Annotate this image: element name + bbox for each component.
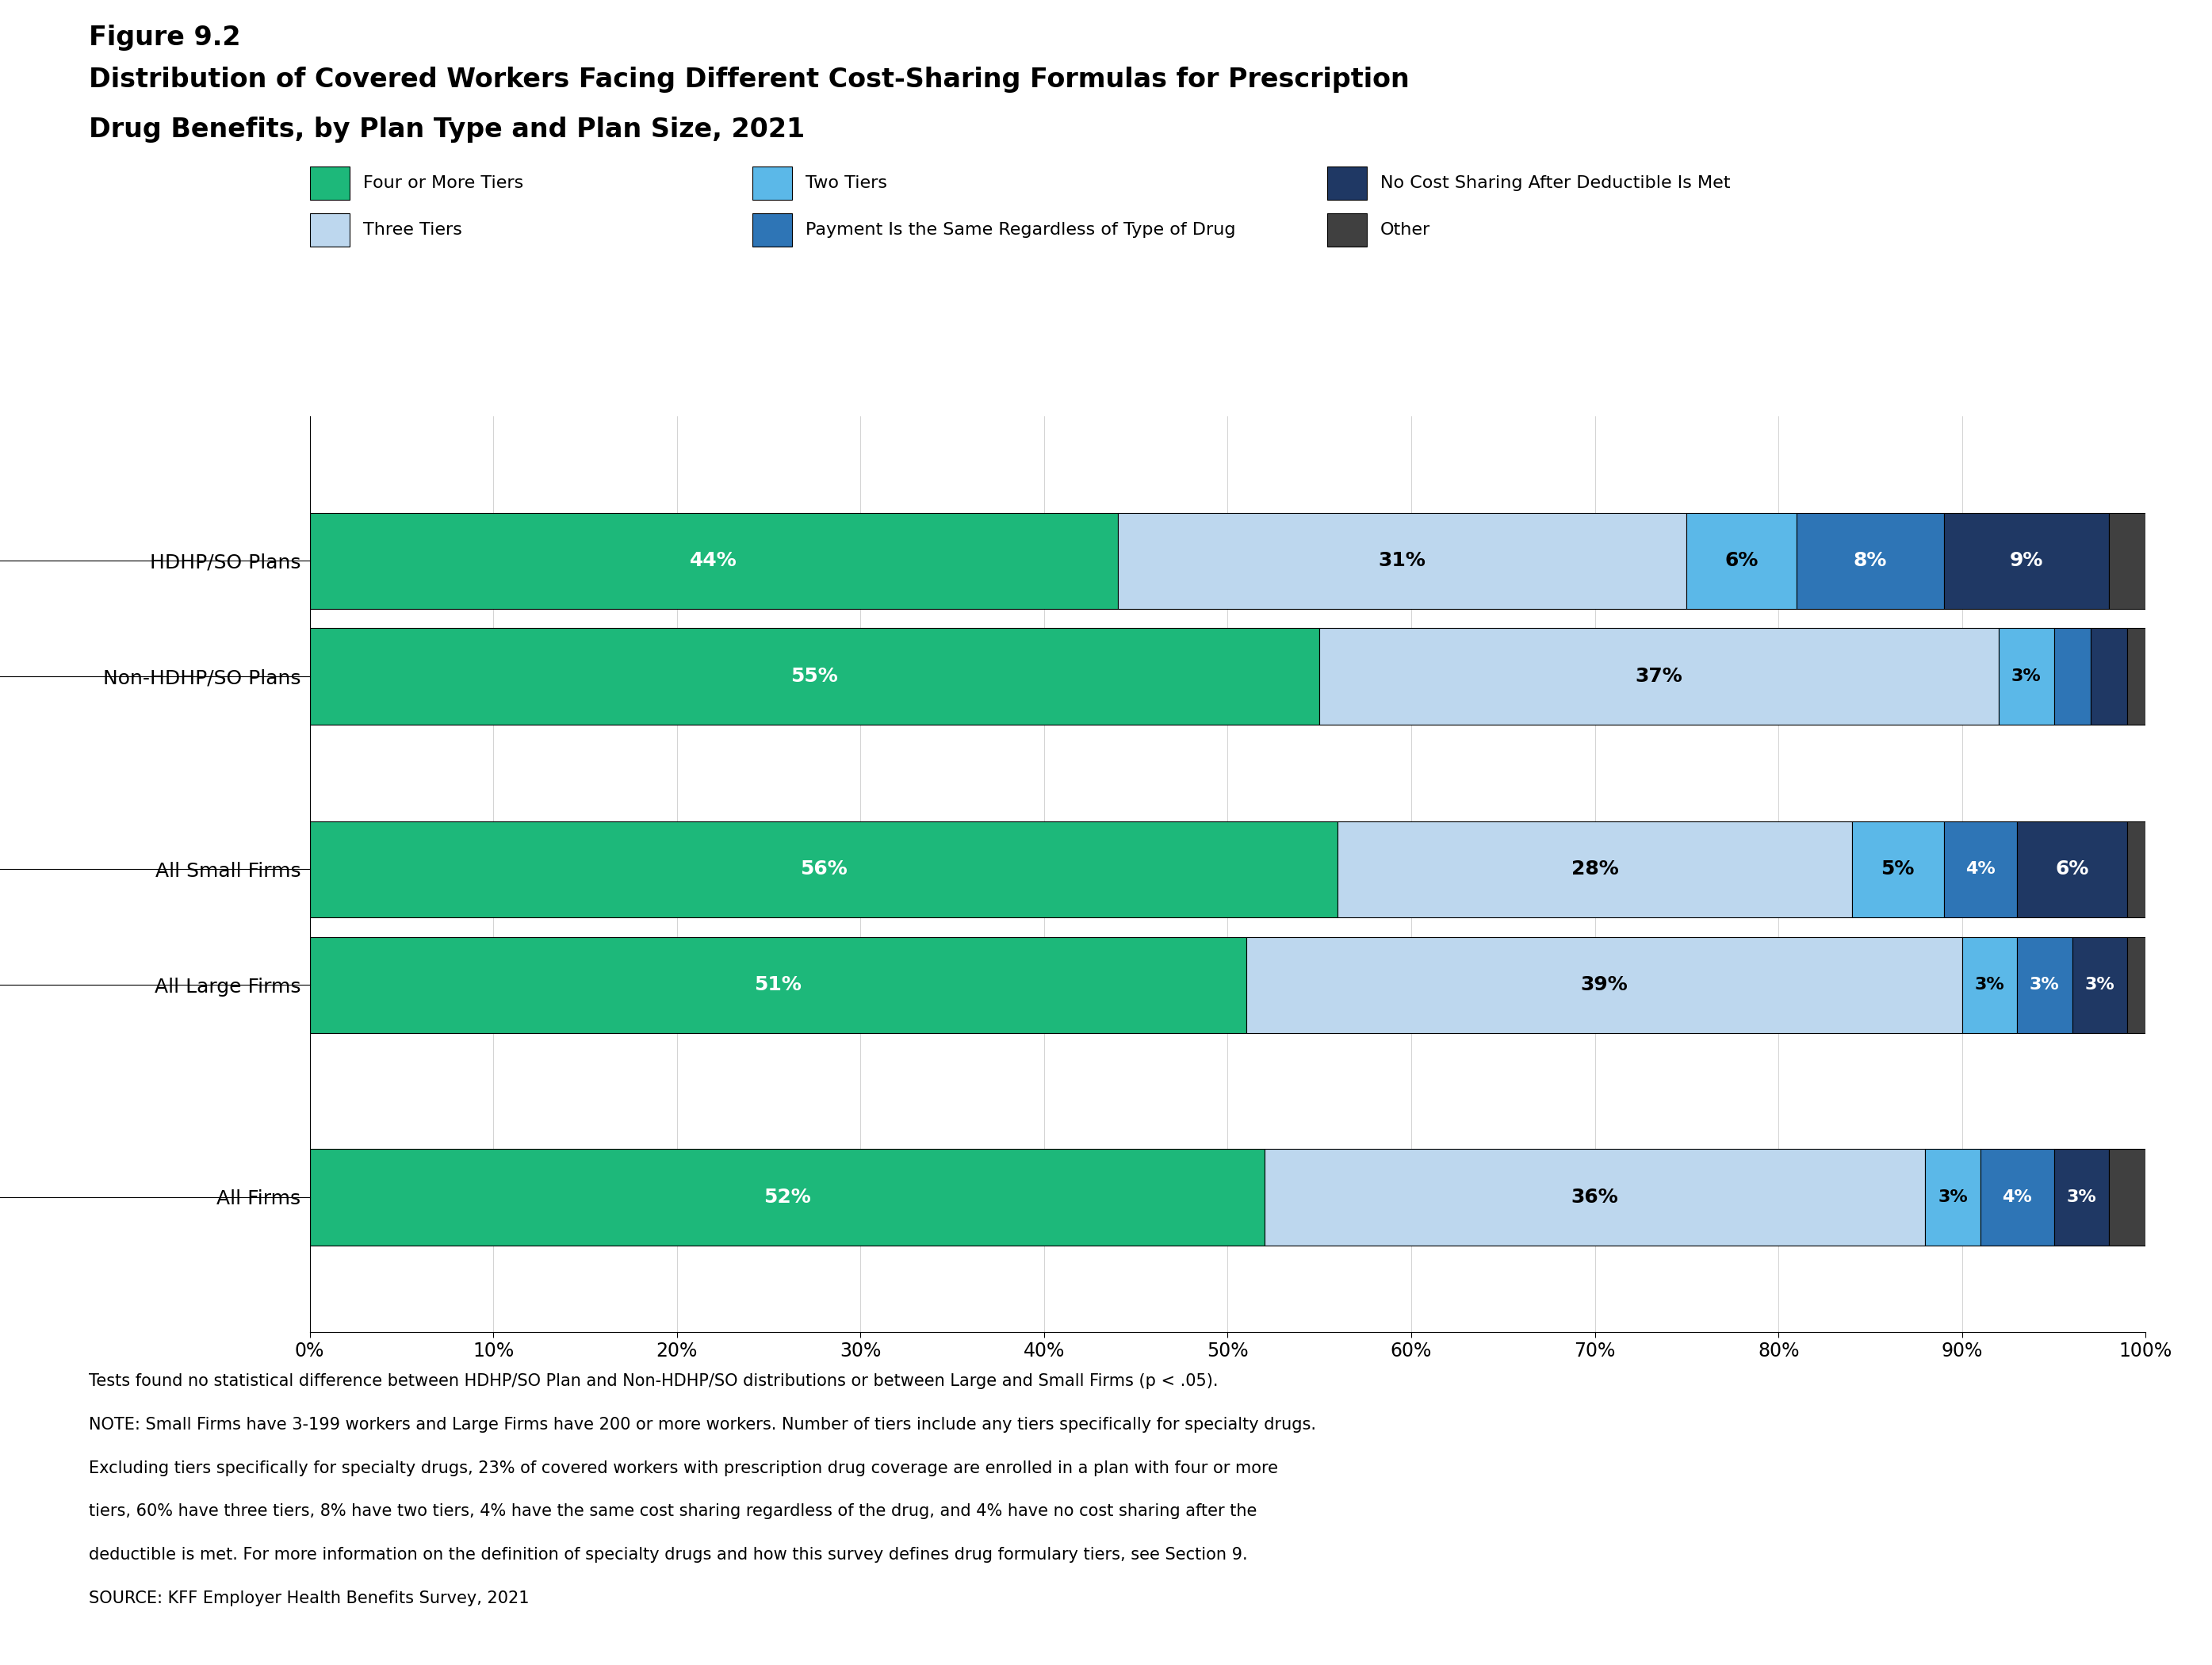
Text: 6%: 6% [1725,551,1759,571]
Bar [2090,628,2128,724]
Text: 36%: 36% [1571,1187,1619,1207]
Bar [310,937,1245,1034]
Text: Two Tiers: Two Tiers [805,175,887,191]
Bar [2017,937,2073,1034]
Bar [2108,513,2146,609]
Bar [2053,628,2090,724]
Text: 8%: 8% [1854,551,1887,571]
Bar [2108,1149,2146,1245]
Text: Figure 9.2: Figure 9.2 [88,25,241,52]
Bar [2000,628,2053,724]
Bar [1686,513,1796,609]
Text: 4%: 4% [2002,1189,2033,1205]
Bar [1944,513,2108,609]
Bar [1265,1149,1924,1245]
Text: 56%: 56% [801,859,847,879]
Text: Other: Other [1380,221,1431,238]
Text: 52%: 52% [763,1187,812,1207]
Bar [1245,937,1962,1034]
Text: 9%: 9% [2008,551,2044,571]
Text: 5%: 5% [1880,859,1916,879]
Text: Excluding tiers specifically for specialty drugs, 23% of covered workers with pr: Excluding tiers specifically for special… [88,1460,1279,1477]
Text: 4%: 4% [1966,861,1995,877]
Bar [1924,1149,1980,1245]
Bar [1944,821,2017,917]
Bar [310,821,1338,917]
Text: NOTE: Small Firms have 3-199 workers and Large Firms have 200 or more workers. N: NOTE: Small Firms have 3-199 workers and… [88,1417,1316,1434]
Text: Tests found no statistical difference between HDHP/SO Plan and Non-HDHP/SO distr: Tests found no statistical difference be… [88,1374,1219,1390]
Text: 3%: 3% [2031,977,2059,992]
Text: Distribution of Covered Workers Facing Different Cost-Sharing Formulas for Presc: Distribution of Covered Workers Facing D… [88,67,1409,93]
Text: 3%: 3% [2066,1189,2097,1205]
Text: Three Tiers: Three Tiers [363,221,462,238]
Text: 3%: 3% [1975,977,2004,992]
Bar [2128,821,2146,917]
Text: Four or More Tiers: Four or More Tiers [363,175,522,191]
Text: 51%: 51% [754,976,801,994]
Bar [310,628,1318,724]
Text: 3%: 3% [2084,977,2115,992]
Bar [2128,937,2146,1034]
Bar [1117,513,1686,609]
Bar [1851,821,1944,917]
Text: 37%: 37% [1635,668,1683,686]
Bar [1338,821,1851,917]
Bar [1980,1149,2053,1245]
Text: 39%: 39% [1579,976,1628,994]
Bar [2128,628,2146,724]
Text: 55%: 55% [792,668,838,686]
Text: deductible is met. For more information on the definition of specialty drugs and: deductible is met. For more information … [88,1547,1248,1563]
Bar [1796,513,1944,609]
Text: 3%: 3% [1938,1189,1969,1205]
Text: Payment Is the Same Regardless of Type of Drug: Payment Is the Same Regardless of Type o… [805,221,1234,238]
Text: 28%: 28% [1571,859,1619,879]
Bar [2073,937,2128,1034]
Bar [310,513,1117,609]
Bar [1962,937,2017,1034]
Bar [2053,1149,2108,1245]
Text: 44%: 44% [690,551,737,571]
Text: Drug Benefits, by Plan Type and Plan Size, 2021: Drug Benefits, by Plan Type and Plan Siz… [88,117,805,143]
Text: 3%: 3% [2011,669,2042,684]
Text: 6%: 6% [2055,859,2088,879]
Text: tiers, 60% have three tiers, 8% have two tiers, 4% have the same cost sharing re: tiers, 60% have three tiers, 8% have two… [88,1503,1256,1520]
Bar [310,1149,1265,1245]
Text: No Cost Sharing After Deductible Is Met: No Cost Sharing After Deductible Is Met [1380,175,1730,191]
Bar [2017,821,2128,917]
Bar [1318,628,2000,724]
Text: 31%: 31% [1378,551,1427,571]
Text: SOURCE: KFF Employer Health Benefits Survey, 2021: SOURCE: KFF Employer Health Benefits Sur… [88,1590,529,1607]
